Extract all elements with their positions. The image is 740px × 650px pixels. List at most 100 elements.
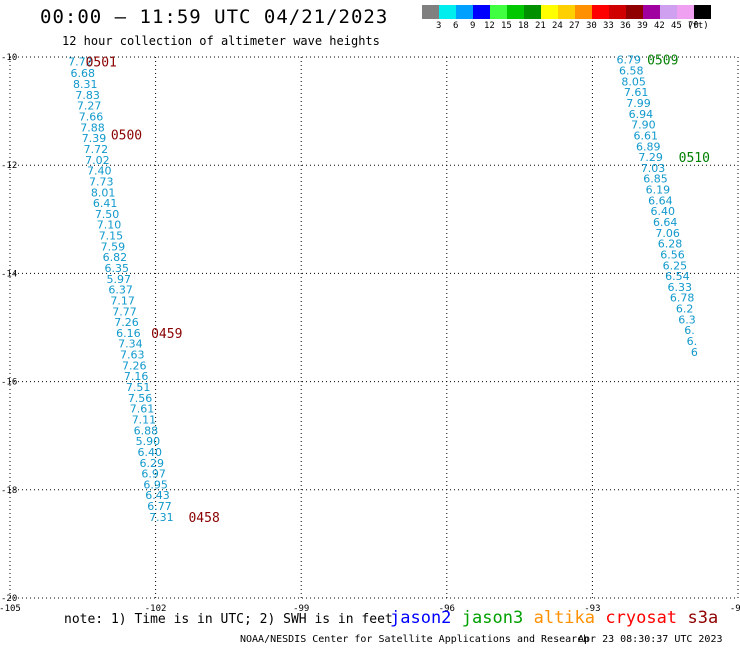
legend-label: 6 (453, 21, 459, 31)
legend-label: 12 (484, 21, 495, 31)
data-point-label: 6.35 (105, 262, 130, 275)
legend-swatch (490, 5, 507, 19)
legend-label: 33 (603, 21, 614, 31)
data-point-label: 8.01 (91, 186, 116, 199)
data-point-label: 6.61 (634, 129, 659, 142)
x-tick-label: -105 (0, 604, 21, 614)
legend-swatch (422, 5, 439, 19)
y-tick-label: -18 (1, 486, 17, 496)
data-point-label: 6.95 (143, 478, 168, 491)
mission-jason2: jason2 (390, 608, 452, 628)
y-tick-label: -14 (1, 269, 17, 279)
legend-label: 70 (688, 21, 699, 31)
data-point-label: 6.88 (134, 424, 159, 437)
data-point-label: 7.27 (77, 100, 102, 113)
data-point-label: 7.59 (101, 240, 126, 253)
data-point-label: 7.99 (626, 97, 651, 110)
footer-note: note: 1) Time is in UTC; 2) SWH is in fe… (64, 612, 393, 627)
y-tick-label: -10 (1, 53, 17, 63)
legend-swatch (626, 5, 643, 19)
data-point-label: 6.58 (619, 65, 644, 78)
x-tick-label: -102 (145, 604, 167, 614)
data-point-label: 6.89 (636, 140, 661, 153)
data-point-label: 8.05 (621, 75, 646, 88)
data-point-label: 6.40 (651, 205, 676, 218)
data-point-label: 7.29 (638, 151, 663, 164)
legend-swatch (541, 5, 558, 19)
data-point-label: 7.17 (110, 294, 135, 307)
legend-swatch (456, 5, 473, 19)
data-point-label: 7.61 (624, 86, 649, 99)
data-point-label: 7.10 (97, 219, 122, 232)
data-point-label: 6.79 (617, 54, 642, 67)
mission-jason3: jason3 (461, 608, 524, 628)
legend-swatches (422, 5, 711, 19)
data-point-label: 7.34 (118, 338, 143, 351)
data-point-label: 7.06 (655, 227, 680, 240)
mission-cryosat: cryosat (605, 608, 678, 628)
legend-label: 39 (637, 21, 648, 31)
data-point-label: 7.39 (82, 132, 107, 145)
legend-label: 42 (654, 21, 665, 31)
legend-swatch (558, 5, 575, 19)
data-point-label: 7.73 (89, 175, 114, 188)
legend-swatch (507, 5, 524, 19)
data-point-label: 6 (691, 346, 698, 359)
data-point-label: 8.31 (73, 78, 98, 91)
data-point-label: 6.25 (663, 259, 688, 272)
legend-swatch (643, 5, 660, 19)
legend-label: 27 (569, 21, 580, 31)
data-point-label: 6.82 (103, 251, 128, 264)
credit-line: NOAA/NESDIS Center for Satellite Applica… (240, 634, 590, 645)
data-point-label: 6.16 (116, 327, 141, 340)
legend-swatch (439, 5, 456, 19)
legend-label: 9 (470, 21, 476, 31)
data-point-label: 7.15 (99, 230, 124, 243)
chart-subtitle: 12 hour collection of altimeter wave hei… (62, 34, 380, 48)
data-point-label: 6.78 (670, 292, 695, 305)
generation-timestamp: Apr 23 08:30:37 UTC 2023 (578, 634, 723, 645)
data-point-label: 7.40 (87, 165, 112, 178)
data-point-label: 6.28 (658, 238, 683, 251)
data-point-label: 6.2 (676, 303, 694, 316)
legend-label: 45 (671, 21, 682, 31)
data-point-label: 7.26 (114, 316, 139, 329)
y-tick-label: -16 (1, 378, 17, 388)
data-point-label: 6.33 (668, 281, 693, 294)
x-tick-label: -93 (584, 604, 600, 614)
data-point-label: 6.54 (665, 270, 690, 283)
data-point-label: 7.50 (95, 208, 120, 221)
data-point-label: 7.66 (79, 111, 104, 124)
data-point-label: 7.83 (75, 89, 100, 102)
color-legend: 3 6 9 12 15 18 21 24 27 30 33 36 39 42 45 70 (ft) (422, 5, 711, 31)
data-point-label: 7.56 (128, 392, 153, 405)
legend-label: 21 (535, 21, 546, 31)
x-tick-label: -90 (730, 604, 740, 614)
data-point-label: 7.51 (126, 381, 151, 394)
legend-swatch (609, 5, 626, 19)
pass-time-label: 0458 (188, 511, 219, 526)
y-tick-label: -20 (1, 594, 17, 604)
data-point-label: 7.72 (84, 143, 109, 156)
pass-time-label: 0500 (111, 128, 142, 143)
chart-title: 00:00 – 11:59 UTC 04/21/2023 (40, 6, 389, 28)
data-point-label: 6.56 (660, 248, 685, 261)
pass-time-label: 0509 (647, 54, 678, 69)
data-point-label: 6.43 (145, 489, 170, 502)
data-point-label: 7.90 (631, 119, 656, 132)
legend-label: 18 (518, 21, 529, 31)
data-point-label: 7.11 (132, 413, 157, 426)
data-point-label: 7.31 (149, 511, 174, 524)
legend-label: 30 (586, 21, 597, 31)
data-point-label: 7.03 (641, 162, 666, 175)
data-point-label: 6.64 (653, 216, 678, 229)
data-point-label: 6.40 (138, 446, 163, 459)
data-point-label: 6.64 (648, 194, 673, 207)
data-point-label: 6.3 (678, 313, 696, 326)
data-point-label: 7.61 (130, 403, 155, 416)
data-point-label: 6.85 (643, 173, 668, 186)
data-point-label: 6.77 (147, 500, 172, 513)
x-tick-label: -99 (293, 604, 309, 614)
legend-swatch (473, 5, 490, 19)
